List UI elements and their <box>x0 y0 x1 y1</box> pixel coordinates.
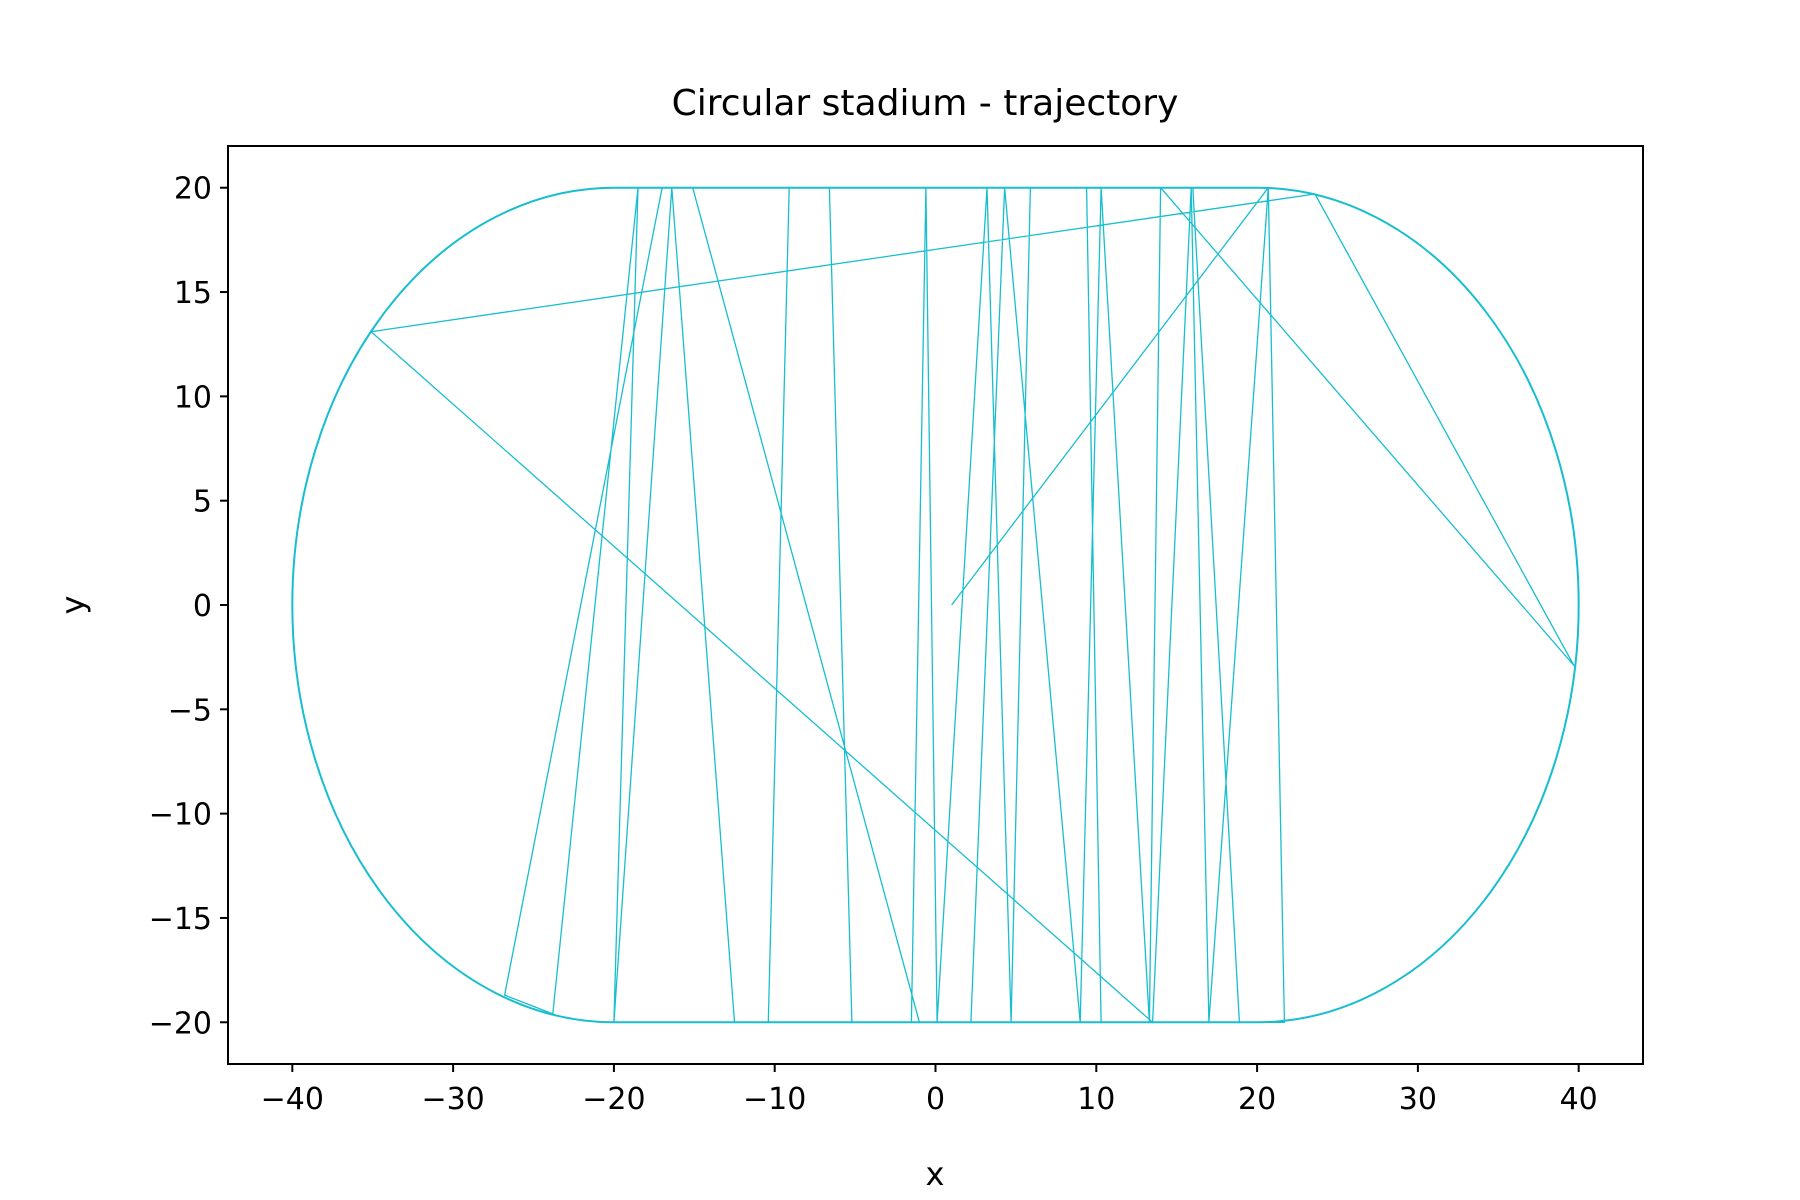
trajectory-line <box>370 187 1575 1023</box>
y-tick-label: −20 <box>149 1006 212 1041</box>
axes-frame <box>227 145 1644 1065</box>
x-tick-label: 20 <box>1238 1082 1276 1117</box>
y-tick-label: −5 <box>168 693 212 728</box>
plot-area <box>292 186 1579 1024</box>
x-tick-label: 30 <box>1399 1082 1437 1117</box>
x-axis-label: x <box>926 1155 945 1193</box>
x-tick-label: −20 <box>582 1082 645 1117</box>
x-tick-label: 40 <box>1560 1082 1598 1117</box>
y-axis-label: y <box>54 596 92 615</box>
y-tick-label: 20 <box>174 172 212 207</box>
chart-title: Circular stadium - trajectory <box>672 83 1179 124</box>
y-tick-label: 0 <box>193 589 212 624</box>
y-tick-label: 15 <box>174 276 212 311</box>
x-axis-ticks: −40 −30 −20 −10 0 10 20 30 40 <box>261 1064 1598 1117</box>
x-tick-label: −30 <box>421 1082 484 1117</box>
y-tick-label: −15 <box>149 902 212 937</box>
y-tick-label: 10 <box>174 380 212 415</box>
x-tick-label: 10 <box>1077 1082 1115 1117</box>
x-tick-label: −10 <box>743 1082 806 1117</box>
y-axis-ticks: −20 −15 −10 −5 0 5 10 15 20 <box>149 172 228 1041</box>
x-tick-label: −40 <box>261 1082 324 1117</box>
y-tick-label: −10 <box>149 798 212 833</box>
x-tick-label: 0 <box>926 1082 945 1117</box>
y-tick-label: 5 <box>193 485 212 520</box>
